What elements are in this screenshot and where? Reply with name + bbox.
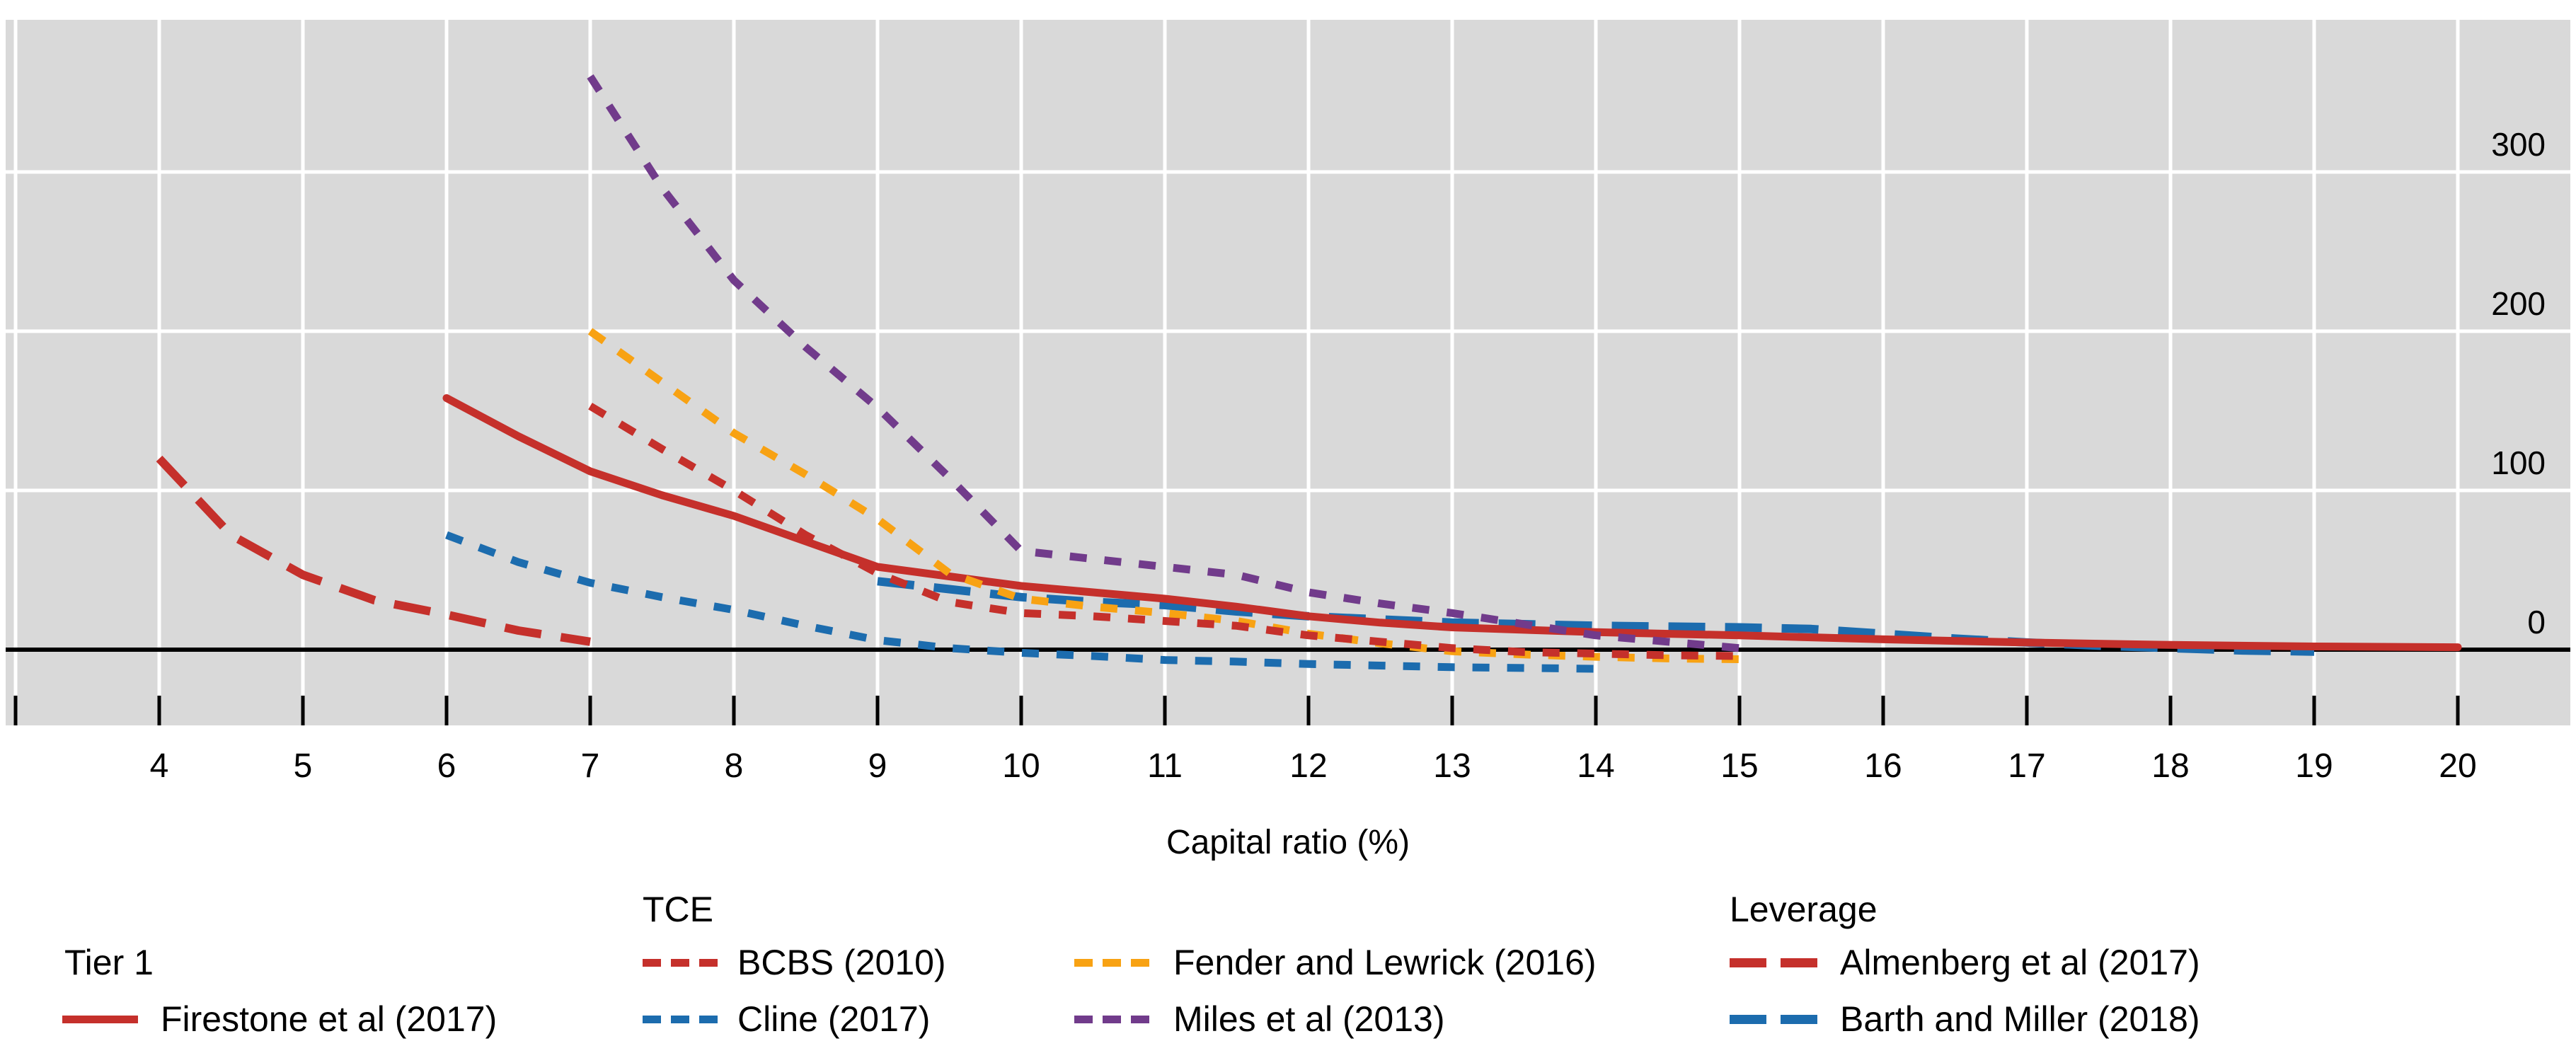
x-axis-label: 12 <box>1289 747 1327 785</box>
legend-swatch-barth <box>1730 1015 1817 1024</box>
legend-swatch-almenberg <box>1730 958 1817 967</box>
series-cline-2017- <box>445 531 1597 673</box>
legend-label-firestone: Firestone et al (2017) <box>161 999 498 1039</box>
x-axis-label: 7 <box>581 747 600 785</box>
series-miles-et-al-2013- <box>587 74 1740 652</box>
legend-label-almenberg: Almenberg et al (2017) <box>1840 943 2200 982</box>
legend-swatch-firestone <box>62 1016 138 1023</box>
x-axis-label: 6 <box>437 747 456 785</box>
x-axis-label: 20 <box>2439 747 2476 785</box>
legend-group-header-tce: TCE <box>643 890 713 929</box>
legend-label-barth: Barth and Miller (2018) <box>1840 999 2200 1039</box>
y-axis-label: 200 <box>2491 285 2546 322</box>
x-axis-label: 8 <box>725 747 744 785</box>
series-bcbs-2010- <box>588 403 1740 660</box>
legend-swatch-miles <box>1074 1016 1149 1023</box>
legend-label-bcbs: BCBS (2010) <box>737 943 946 982</box>
legend-label-miles: Miles et al (2013) <box>1173 999 1445 1039</box>
x-axis-title: Capital ratio (%) <box>1166 824 1410 861</box>
x-axis-label: 18 <box>2151 747 2189 785</box>
x-axis-label: 9 <box>868 747 887 785</box>
x-axis-label: 15 <box>1720 747 1758 785</box>
legend-label-cline: Cline (2017) <box>737 999 931 1039</box>
legend-swatch-fender <box>1074 959 1149 967</box>
y-axis-label: 0 <box>2527 604 2546 640</box>
x-axis-label: 14 <box>1577 747 1614 785</box>
x-axis-label: 16 <box>1864 747 1902 785</box>
x-axis-label: 17 <box>2008 747 2045 785</box>
series-firestone-et-al-2017- <box>442 394 2462 652</box>
series-almenberg-et-al-2017- <box>156 455 591 646</box>
legend-label-fender: Fender and Lewrick (2016) <box>1173 943 1597 982</box>
y-axis-label: 300 <box>2491 126 2546 163</box>
legend-swatch-cline <box>643 1016 718 1023</box>
legend-group-header-tier1: Tier 1 <box>64 943 154 982</box>
plot-background <box>6 20 2570 725</box>
legend-group-header-leverage: Leverage <box>1730 890 1878 929</box>
legend-swatch-bcbs <box>643 959 718 967</box>
x-axis-label: 11 <box>1147 747 1183 785</box>
y-axis-label: 100 <box>2491 444 2546 481</box>
x-axis-label: 10 <box>1002 747 1040 785</box>
x-axis-label: 19 <box>2295 747 2333 785</box>
x-axis-label: 5 <box>294 747 313 785</box>
x-axis-label: 4 <box>150 747 169 785</box>
x-axis-label: 13 <box>1433 747 1471 785</box>
